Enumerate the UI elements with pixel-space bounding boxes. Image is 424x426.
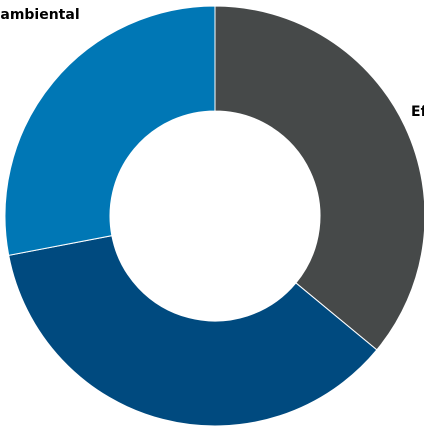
slice-label-1: Ef — [411, 104, 424, 120]
donut-slice-3 — [4, 5, 216, 256]
slice-label-3: e ambiental — [0, 7, 80, 23]
donut-slice-2 — [8, 235, 378, 426]
donut-slice-1 — [214, 5, 424, 351]
